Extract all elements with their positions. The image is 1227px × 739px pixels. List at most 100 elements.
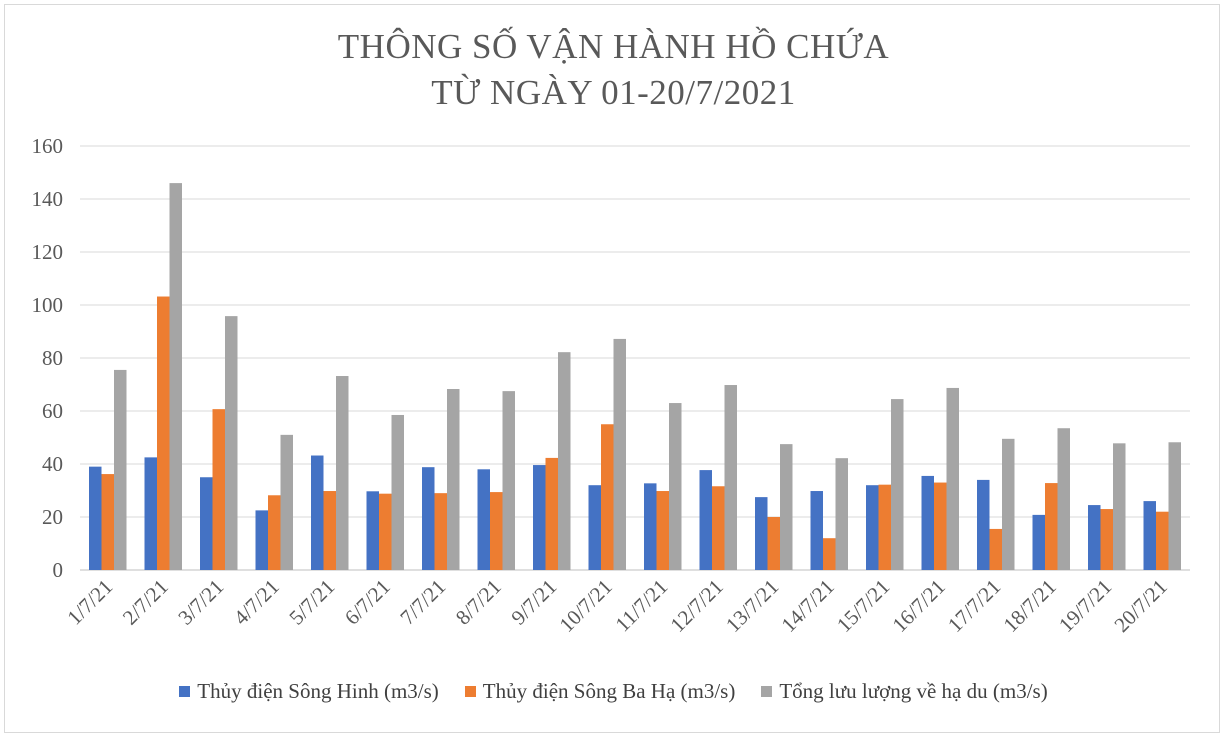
bar-series-1-1/7/21	[101, 474, 114, 570]
y-tick-label: 20	[42, 505, 63, 529]
bar-series-2-20/7/21	[1168, 442, 1181, 570]
bar-series-1-13/7/21	[767, 517, 780, 570]
bar-series-2-12/7/21	[724, 385, 737, 570]
bar-series-1-2/7/21	[157, 296, 170, 570]
legend-label-tong-luu-luong: Tổng lưu lượng về hạ du (m3/s)	[779, 679, 1048, 703]
bar-series-1-7/7/21	[434, 493, 447, 570]
legend-swatch-tong-luu-luong	[761, 686, 773, 697]
chart-frame	[4, 4, 1220, 733]
bar-series-1-11/7/21	[656, 491, 669, 570]
bar-series-0-15/7/21	[866, 485, 879, 570]
bar-series-2-13/7/21	[780, 444, 793, 570]
x-tick-label: 15/7/21	[832, 575, 894, 637]
bar-series-2-17/7/21	[1002, 438, 1015, 570]
bar-series-1-4/7/21	[268, 495, 281, 570]
x-tick-label: 17/7/21	[943, 575, 1005, 637]
bar-series-1-20/7/21	[1156, 511, 1169, 570]
chart-title-line2: TỪ NGÀY 01-20/7/2021	[431, 73, 796, 112]
bar-series-2-1/7/21	[114, 369, 127, 570]
bar-series-0-13/7/21	[755, 497, 768, 570]
bar-series-2-4/7/21	[280, 434, 293, 570]
bar-series-2-9/7/21	[558, 352, 571, 570]
bar-series-0-1/7/21	[89, 466, 102, 570]
y-tick-label: 100	[32, 293, 64, 317]
chart-title-line1: THÔNG SỐ VẬN HÀNH HỒ CHỨA	[337, 27, 890, 66]
y-tick-label: 80	[42, 346, 63, 370]
bar-series-0-10/7/21	[588, 485, 601, 570]
bar-series-0-14/7/21	[810, 491, 823, 570]
legend-label-song-hinh: Thủy điện Sông Hinh (m3/s)	[197, 679, 439, 703]
bar-series-2-5/7/21	[336, 376, 349, 570]
y-tick-label: 0	[53, 558, 64, 582]
x-tick-label: 1/7/21	[62, 575, 117, 630]
bar-series-2-15/7/21	[891, 399, 904, 570]
x-tick-label: 12/7/21	[665, 575, 727, 637]
bar-series-1-16/7/21	[934, 482, 947, 570]
x-tick-label: 7/7/21	[395, 575, 450, 630]
y-tick-label: 40	[42, 452, 63, 476]
legend-item-song-ba-ha: Thủy điện Sông Ba Hạ (m3/s)	[464, 679, 736, 704]
x-tick-label: 14/7/21	[776, 575, 838, 637]
y-tick-label: 160	[32, 134, 64, 158]
bar-series-2-7/7/21	[447, 389, 460, 570]
x-tick-label: 3/7/21	[173, 575, 228, 630]
x-tick-label: 11/7/21	[610, 575, 672, 637]
bar-series-2-8/7/21	[502, 391, 515, 570]
bar-series-1-17/7/21	[989, 528, 1002, 570]
legend: Thủy điện Sông Hinh (m3/s) Thủy điện Sôn…	[0, 679, 1227, 704]
bar-series-1-19/7/21	[1100, 509, 1113, 570]
bar-series-0-12/7/21	[699, 470, 712, 570]
legend-swatch-song-ba-ha	[464, 686, 476, 697]
bar-series-1-3/7/21	[212, 409, 225, 570]
bar-series-2-11/7/21	[669, 403, 682, 570]
x-tick-label: 16/7/21	[887, 575, 949, 637]
legend-swatch-song-hinh	[179, 686, 191, 697]
bar-series-2-18/7/21	[1057, 428, 1070, 570]
x-tick-label: 18/7/21	[998, 575, 1060, 637]
x-tick-label: 10/7/21	[554, 575, 616, 637]
bar-series-0-5/7/21	[311, 455, 324, 570]
x-tick-label: 4/7/21	[229, 575, 284, 630]
bar-series-2-6/7/21	[391, 414, 404, 570]
legend-item-song-hinh: Thủy điện Sông Hinh (m3/s)	[179, 679, 439, 704]
x-tick-label: 5/7/21	[284, 575, 339, 630]
bar-series-1-8/7/21	[490, 492, 503, 570]
y-tick-label: 140	[32, 187, 64, 211]
x-tick-label: 13/7/21	[721, 575, 783, 637]
bar-series-1-12/7/21	[712, 486, 725, 570]
x-tick-label: 6/7/21	[340, 575, 395, 630]
bar-series-1-15/7/21	[878, 484, 891, 570]
bar-series-0-16/7/21	[921, 475, 934, 570]
x-tick-label: 8/7/21	[451, 575, 506, 630]
bar-series-2-16/7/21	[946, 387, 959, 570]
y-tick-label: 120	[32, 240, 64, 264]
bar-series-1-18/7/21	[1045, 483, 1058, 570]
x-tick-label: 20/7/21	[1109, 575, 1171, 637]
bar-series-0-6/7/21	[366, 491, 379, 570]
bar-series-0-4/7/21	[255, 510, 268, 570]
x-tick-label: 19/7/21	[1054, 575, 1116, 637]
bar-series-1-10/7/21	[601, 424, 614, 570]
bar-series-2-14/7/21	[835, 458, 848, 570]
bar-series-0-18/7/21	[1032, 514, 1045, 570]
bar-series-2-19/7/21	[1113, 443, 1126, 570]
bar-series-0-11/7/21	[644, 483, 657, 570]
bar-series-2-3/7/21	[225, 316, 238, 570]
bar-series-0-17/7/21	[977, 479, 990, 570]
bar-series-1-9/7/21	[545, 457, 558, 570]
bar-series-1-14/7/21	[823, 538, 836, 570]
bar-series-0-3/7/21	[200, 477, 213, 570]
bar-series-0-9/7/21	[533, 465, 546, 570]
bar-series-0-19/7/21	[1088, 505, 1101, 570]
x-tick-label: 9/7/21	[506, 575, 561, 630]
bar-series-0-20/7/21	[1143, 501, 1156, 570]
legend-label-song-ba-ha: Thủy điện Sông Ba Hạ (m3/s)	[482, 679, 736, 703]
y-tick-label: 60	[42, 399, 63, 423]
bar-series-0-8/7/21	[477, 469, 490, 570]
bar-series-1-5/7/21	[323, 491, 336, 570]
bar-series-0-2/7/21	[144, 457, 157, 570]
legend-item-tong-luu-luong: Tổng lưu lượng về hạ du (m3/s)	[761, 679, 1048, 704]
x-tick-label: 2/7/21	[118, 575, 173, 630]
bar-series-0-7/7/21	[422, 467, 435, 570]
